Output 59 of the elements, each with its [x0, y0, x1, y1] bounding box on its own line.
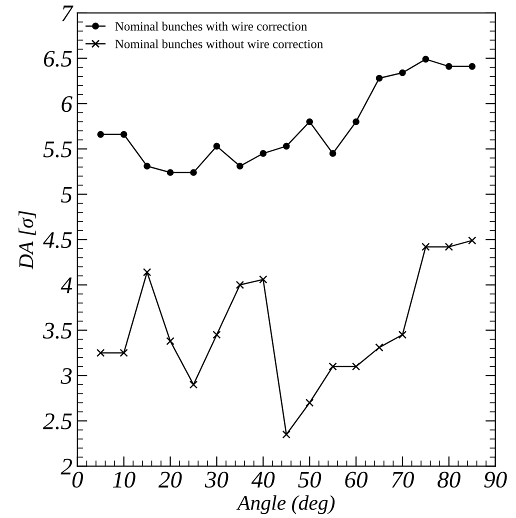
y-tick-label: 6.5	[44, 50, 72, 67]
point	[444, 242, 454, 251]
point	[189, 380, 198, 389]
point	[260, 150, 267, 157]
point	[352, 362, 360, 371]
point	[375, 343, 384, 352]
x-tick-label: 60	[345, 472, 368, 488]
y-tick-label: 6	[62, 96, 72, 112]
y-tick-label: 4	[60, 278, 72, 294]
point	[236, 280, 244, 289]
point	[213, 142, 220, 150]
x-tick-label: 80	[438, 472, 460, 488]
x-tick-label: 70	[392, 472, 414, 488]
point	[96, 348, 105, 357]
point	[468, 63, 476, 70]
point	[236, 162, 244, 170]
x-tick-label: 10	[112, 472, 136, 488]
x-tick-label: 30	[204, 472, 228, 488]
y-axis-title: DA [σ]	[18, 210, 36, 270]
x-tick-label: 50	[298, 472, 322, 488]
x-axis-title: Angle (deg)	[236, 495, 335, 514]
point	[352, 118, 360, 126]
point	[398, 330, 407, 339]
point	[282, 430, 290, 439]
point	[306, 118, 314, 126]
point	[376, 74, 383, 82]
point	[166, 337, 174, 346]
y-tick-label: 2.5	[43, 413, 72, 430]
point	[329, 150, 336, 157]
point	[446, 63, 452, 70]
point	[328, 362, 337, 371]
point	[306, 398, 314, 407]
point	[212, 330, 221, 339]
point	[259, 275, 268, 284]
y-tick-label: 7	[62, 6, 74, 22]
point	[422, 242, 430, 251]
x-tick-label: 0	[72, 472, 84, 488]
x-tick-label: 20	[158, 472, 182, 488]
point	[399, 69, 406, 76]
point	[422, 56, 430, 63]
y-tick-label: 5.5	[43, 142, 72, 158]
point	[120, 348, 128, 357]
point	[190, 169, 197, 176]
y-tick-label: 3.5	[42, 322, 72, 339]
legend-label: Nominal bunches without wire correction	[115, 39, 323, 48]
point	[142, 268, 152, 276]
point	[468, 236, 476, 245]
point	[120, 131, 128, 138]
y-tick-label: 5	[61, 186, 72, 203]
legend-label: Nominal bunches with wire correction	[115, 22, 308, 31]
point	[144, 162, 150, 170]
point	[282, 142, 290, 150]
x-tick-label: 40	[251, 472, 275, 488]
y-tick-label: 2	[60, 458, 72, 474]
y-tick-label: 4.5	[43, 232, 72, 248]
point	[166, 169, 174, 176]
point	[97, 131, 104, 138]
y-tick-label: 3	[60, 368, 72, 384]
x-tick-label: 90	[484, 472, 507, 488]
